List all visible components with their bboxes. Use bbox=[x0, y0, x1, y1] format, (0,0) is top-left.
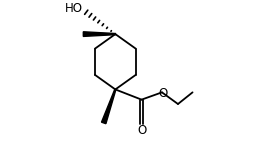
Polygon shape bbox=[83, 32, 115, 36]
Text: O: O bbox=[138, 124, 147, 137]
Text: HO: HO bbox=[65, 2, 83, 15]
Text: O: O bbox=[158, 87, 167, 100]
Polygon shape bbox=[102, 89, 116, 124]
